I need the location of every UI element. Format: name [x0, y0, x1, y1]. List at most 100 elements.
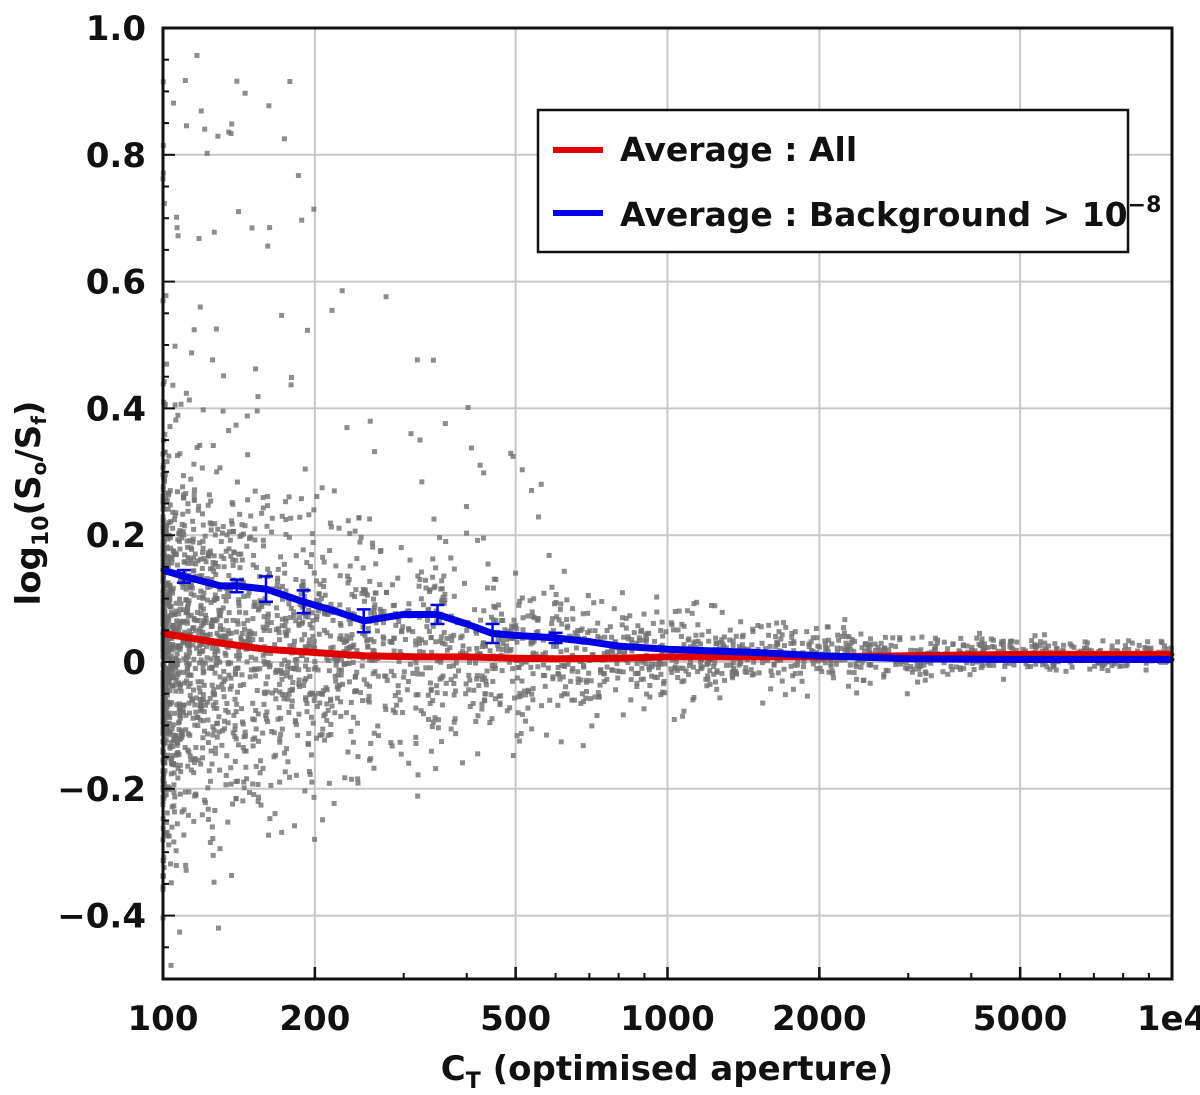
scatter-point: [208, 600, 214, 606]
scatter-point: [392, 693, 398, 699]
scatter-point: [649, 673, 655, 679]
scatter-point: [423, 585, 429, 591]
scatter-point: [238, 635, 244, 641]
scatter-point: [817, 665, 823, 671]
scatter-point: [195, 714, 201, 720]
scatter-point: [499, 618, 505, 624]
scatter-point: [415, 793, 421, 799]
scatter-point: [476, 683, 482, 689]
scatter-point: [288, 615, 294, 621]
scatter-point: [420, 711, 426, 717]
scatter-point: [773, 644, 779, 650]
scatter-point: [285, 759, 291, 765]
scatter-point: [660, 633, 666, 639]
legend-label-all: Average : All: [620, 130, 857, 169]
scatter-point: [237, 609, 243, 615]
scatter-point: [529, 609, 535, 615]
scatter-point: [602, 634, 608, 640]
scatter-point: [357, 539, 363, 545]
scatter-point: [515, 710, 521, 716]
scatter-point: [239, 672, 245, 678]
scatter-point: [516, 738, 522, 744]
scatter-point: [473, 718, 479, 724]
scatter-point: [223, 618, 229, 624]
scatter-point: [430, 574, 436, 580]
scatter-point: [309, 531, 315, 537]
average-all-point: [1017, 651, 1023, 657]
scatter-point: [234, 479, 240, 485]
scatter-point: [928, 673, 934, 679]
scatter-point: [463, 681, 469, 687]
scatter-point: [492, 662, 498, 668]
average-all-point: [464, 654, 470, 660]
scatter-point: [347, 563, 353, 569]
scatter-point: [854, 676, 860, 682]
scatter-point: [389, 743, 395, 749]
scatter-point: [1122, 643, 1128, 649]
scatter-point: [778, 636, 784, 642]
scatter-point: [237, 511, 243, 517]
scatter-point: [658, 627, 664, 633]
average-background-line: [161, 566, 1172, 663]
scatter-point: [922, 669, 928, 675]
scatter-point: [167, 715, 173, 721]
scatter-point: [253, 763, 259, 769]
scatter-point: [479, 673, 485, 679]
scatter-point: [268, 620, 274, 626]
scatter-point: [838, 645, 844, 651]
scatter-point: [164, 810, 170, 816]
scatter-point: [333, 563, 339, 569]
scatter-point: [268, 650, 274, 656]
scatter-point: [854, 690, 860, 696]
scatter-point: [1060, 648, 1066, 654]
scatter-point: [170, 722, 176, 728]
scatter-point: [251, 667, 257, 673]
scatter-point: [277, 779, 283, 785]
scatter-point: [293, 772, 299, 778]
scatter-point: [547, 697, 553, 703]
scatter-point: [180, 607, 186, 613]
scatter-point: [263, 681, 269, 687]
scatter-point: [283, 499, 289, 505]
scatter-point: [324, 656, 330, 662]
scatter-point: [482, 691, 488, 697]
scatter-point: [296, 711, 302, 717]
scatter-point: [272, 642, 278, 648]
scatter-point: [459, 633, 465, 639]
scatter-point: [293, 722, 299, 728]
scatter-point: [322, 592, 328, 598]
scatter-point: [389, 639, 395, 645]
scatter-point: [583, 689, 589, 695]
scatter-point: [298, 653, 304, 659]
scatter-point: [170, 663, 176, 669]
scatter-point: [171, 611, 177, 617]
scatter-point: [371, 639, 377, 645]
scatter-point: [195, 507, 201, 513]
scatter-point: [352, 673, 358, 679]
scatter-point: [177, 762, 183, 768]
scatter-point: [695, 622, 701, 628]
scatter-point: [756, 670, 762, 676]
scatter-point: [368, 636, 374, 642]
scatter-point: [789, 630, 795, 636]
scatter-point: [162, 431, 168, 437]
scatter-point: [417, 648, 423, 654]
scatter-point: [550, 674, 556, 680]
scatter-point: [1087, 666, 1093, 672]
scatter-point: [395, 683, 401, 689]
scatter-point: [222, 676, 228, 682]
scatter-point: [717, 695, 723, 701]
scatter-point: [345, 580, 351, 586]
scatter-point: [509, 623, 515, 629]
scatter-point: [230, 562, 236, 568]
scatter-point: [169, 755, 175, 761]
scatter-point: [200, 670, 206, 676]
scatter-point: [205, 731, 211, 737]
scatter-point: [481, 697, 487, 703]
scatter-point: [281, 696, 287, 702]
scatter-point: [247, 674, 253, 680]
scatter-point: [245, 632, 251, 638]
scatter-point: [542, 683, 548, 689]
scatter-point: [1029, 638, 1035, 644]
scatter-point: [487, 648, 493, 654]
